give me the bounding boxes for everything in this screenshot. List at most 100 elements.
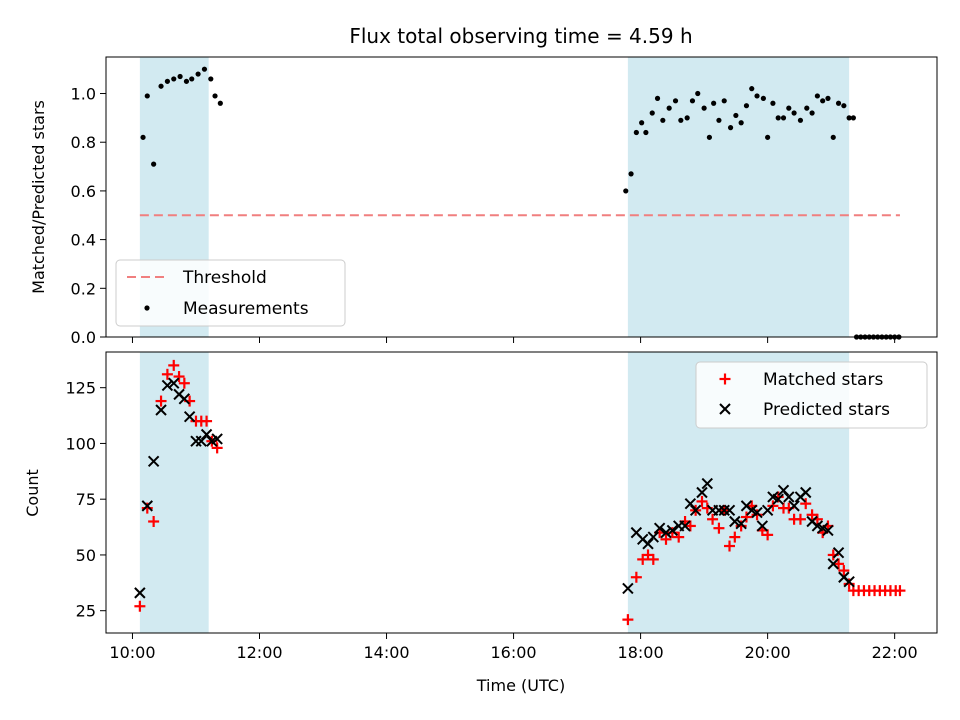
legend-measurements-swatch xyxy=(144,305,150,311)
measurement-point xyxy=(743,103,750,109)
matched-point xyxy=(843,578,855,590)
predicted-point xyxy=(843,575,855,588)
matched-point xyxy=(630,571,642,583)
measurement-point xyxy=(678,117,684,123)
measurement-point xyxy=(749,86,755,92)
predicted-point xyxy=(183,410,196,423)
y-tick-label: 0.8 xyxy=(71,133,96,152)
measurement-point xyxy=(171,76,177,82)
predicted-point xyxy=(772,493,784,505)
x-tick-label: 18:00 xyxy=(618,643,664,662)
matched-point xyxy=(673,531,685,543)
predicted-point xyxy=(701,477,713,490)
predicted-point xyxy=(653,522,666,534)
matched-point xyxy=(833,558,845,570)
predicted-point xyxy=(735,518,747,530)
predicted-point xyxy=(751,506,763,519)
y-tick-label: 75 xyxy=(76,490,96,509)
measurement-point xyxy=(164,78,170,84)
predicted-point xyxy=(161,379,174,392)
measurement-point xyxy=(786,105,792,111)
ratio-panel-ylabel: Matched/Predicted stars xyxy=(29,100,48,294)
measurement-point xyxy=(825,95,831,101)
matched-point xyxy=(178,377,190,389)
measurement-point xyxy=(639,120,645,126)
y-tick-label: 1.0 xyxy=(71,85,96,104)
measurement-point xyxy=(623,188,629,194)
y-tick-label: 0.0 xyxy=(71,328,96,347)
predicted-point xyxy=(679,520,691,532)
matched-point xyxy=(735,520,747,532)
predicted-point xyxy=(832,547,845,559)
ratio-panel-legend: Threshold Measurements xyxy=(115,259,346,327)
measurement-point xyxy=(797,117,804,123)
matched-point xyxy=(762,529,774,541)
measurement-point xyxy=(765,134,771,140)
observing-window-band xyxy=(139,352,209,633)
measurement-point xyxy=(830,134,836,140)
y-tick-label: 100 xyxy=(65,434,96,453)
measurement-point xyxy=(684,115,690,121)
measurement-point xyxy=(151,161,157,167)
y-tick-label: 50 xyxy=(76,546,96,565)
measurement-point xyxy=(754,93,760,99)
measurement-point xyxy=(689,98,696,104)
measurement-point xyxy=(711,100,717,106)
measurement-point xyxy=(177,73,183,80)
matched-point xyxy=(894,585,906,597)
measurement-point xyxy=(738,120,744,126)
matched-point xyxy=(168,359,180,371)
matched-point xyxy=(173,371,185,383)
matched-point xyxy=(201,415,213,427)
legend-predicted-label: Predicted stars xyxy=(763,400,890,420)
measurement-point xyxy=(212,93,218,99)
measurement-point xyxy=(195,71,201,77)
predicted-point xyxy=(696,486,708,499)
x-tick-label: 14:00 xyxy=(363,643,409,662)
y-tick-label: 25 xyxy=(76,602,96,621)
legend-threshold-label: Threshold xyxy=(182,268,267,288)
measurement-point xyxy=(841,103,847,109)
predicted-point xyxy=(827,558,839,570)
matched-point xyxy=(666,527,678,539)
measurement-point xyxy=(628,171,634,177)
legend-matched-label: Matched stars xyxy=(763,370,883,390)
legend-predicted-marker xyxy=(719,403,731,415)
measurement-point xyxy=(850,115,856,121)
predicted-point xyxy=(723,504,736,517)
matched-point xyxy=(724,540,736,552)
predicted-point xyxy=(788,500,800,512)
chart-title: Flux total observing time = 4.59 h xyxy=(349,24,692,48)
measurement-point xyxy=(820,98,826,104)
count-panel-legend: Matched stars Predicted stars xyxy=(695,361,928,429)
predicted-point xyxy=(178,393,191,405)
matched-point xyxy=(141,502,153,514)
predicted-point xyxy=(822,524,834,537)
matched-point xyxy=(155,395,167,407)
legend-matched-swatch xyxy=(719,373,731,385)
matched-point xyxy=(161,368,173,380)
matched-point xyxy=(713,522,725,534)
predicted-point xyxy=(689,504,702,517)
measurement-point xyxy=(144,93,150,99)
measurement-point xyxy=(791,110,797,116)
measurement-point xyxy=(780,115,787,121)
measurement-point xyxy=(716,117,722,123)
x-axis-label: Time (UTC) xyxy=(476,676,565,695)
ratio-panel-frame xyxy=(105,56,938,338)
matched-point xyxy=(647,553,659,565)
count-panel-ylabel: Count xyxy=(23,469,42,517)
measurement-point xyxy=(835,100,842,106)
matched-point xyxy=(772,491,784,503)
measurement-point xyxy=(633,129,639,136)
measurement-point xyxy=(706,134,713,140)
measurement-point xyxy=(814,93,820,99)
legend-box xyxy=(695,361,928,429)
measurement-point xyxy=(775,115,781,121)
measurement-point xyxy=(733,112,739,119)
matched-point xyxy=(740,511,752,523)
predicted-point xyxy=(147,455,160,467)
measurement-point xyxy=(158,83,164,89)
ratio-panel: 0.0 0.2 0.4 0.6 0.8 1.0 Matched/Predicted sta… xyxy=(29,56,938,347)
